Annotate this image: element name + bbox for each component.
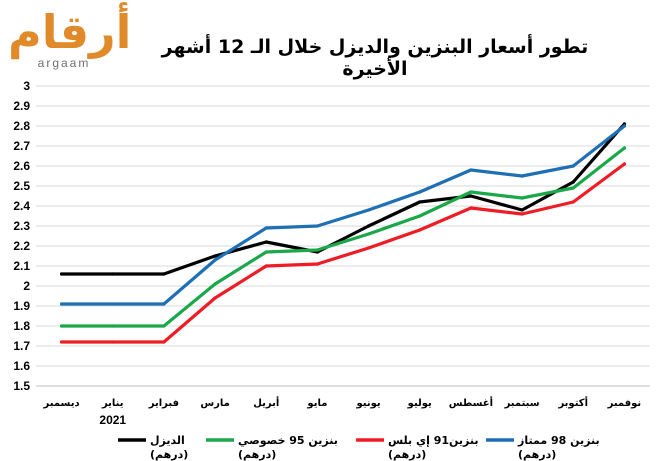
series-line-1 [59,146,627,328]
data-point [264,250,268,254]
y-tick-label: 3 [23,79,30,93]
data-point [469,168,473,172]
data-point [418,200,422,204]
data-point [520,212,524,216]
x-tick-label: يوليو [407,398,432,409]
data-point [622,124,627,128]
data-point [162,272,166,276]
data-point [571,180,575,184]
data-point [315,262,320,266]
data-point [418,228,422,232]
data-point [59,340,64,344]
data-point [418,190,422,194]
x-tick-label: أغسطس [449,396,493,409]
data-point [571,186,575,190]
x-tick-label: مايو [306,398,327,409]
x-tick-label: أبريل [253,396,279,409]
data-point [59,272,64,276]
data-point [520,174,524,178]
data-point [315,248,320,252]
data-point [366,232,371,236]
chart-title: تطور أسعار البنزين والديزل خلال الـ 12 أ… [161,36,589,80]
data-point [213,296,217,300]
x-tick-label: يناير [101,398,124,409]
data-point [571,200,575,204]
legend-unit: (درهم) [238,448,276,461]
data-point [622,146,627,150]
y-tick-label: 2.4 [13,199,30,213]
y-tick-label: 1.6 [13,359,30,373]
data-point [571,164,575,168]
data-point [59,324,64,328]
logo-arabic-text: أرقام [8,5,132,59]
logo-latin-text: argaam [37,56,91,70]
year-label: 2021 [99,413,126,427]
x-tick-label: سبتمبر [504,398,540,409]
y-tick-label: 2.9 [13,99,30,113]
data-point [418,214,422,218]
data-point [520,196,524,200]
x-tick-label: أكتوبر [557,396,588,409]
legend-unit: (درهم) [388,448,426,461]
data-point [366,208,371,212]
series-line-2 [59,162,627,344]
data-point [264,226,268,230]
x-tick-label: ديسمبر [43,398,80,409]
data-point [469,194,473,198]
data-point [622,162,627,166]
data-point [366,224,371,228]
data-point [264,264,268,268]
data-point [264,240,268,244]
y-tick-label: 2.8 [13,119,30,133]
x-tick-label: نوفمبر [607,398,642,409]
data-point [111,324,115,328]
y-tick-label: 2.2 [13,239,30,253]
data-point [111,302,115,306]
data-point [111,272,115,276]
data-point [111,340,115,344]
data-point [162,340,166,344]
x-tick-label: فبراير [148,398,179,409]
data-point [213,258,217,262]
y-tick-label: 2.7 [13,139,30,153]
data-point [162,302,166,306]
argaam-logo: أرقام argaam [8,5,132,78]
x-tick-label: مارس [200,398,230,409]
data-point [520,208,524,212]
y-tick-label: 2.6 [13,159,30,173]
data-point [469,206,473,210]
x-tick-label: يونيو [356,398,381,409]
y-tick-label: 2.1 [13,259,30,273]
series-line-0 [59,122,627,276]
data-point [315,224,320,228]
data-point [59,302,64,306]
legend-label: بنزين 95 خصوصي [238,434,338,447]
y-tick-label: 2.3 [13,219,30,233]
legend-unit: (درهم) [518,448,556,461]
data-point [469,190,473,194]
y-tick-label: 1.5 [13,379,30,393]
legend-label: بنزين 98 ممتاز [517,434,600,447]
y-tick-label: 2.5 [13,179,30,193]
y-tick-label: 1.9 [13,299,30,313]
data-point [366,246,371,250]
y-tick-label: 1.7 [13,339,30,353]
legend-unit: (درهم) [150,448,188,461]
legend-label: الديزل [150,434,185,447]
data-point [162,324,166,328]
y-tick-label: 2 [23,279,30,293]
data-point [213,282,217,286]
data-point [213,254,217,258]
series-line-3 [59,124,627,306]
y-tick-label: 1.8 [13,319,30,333]
legend-label: بنزين91 إي بلس [388,434,479,447]
